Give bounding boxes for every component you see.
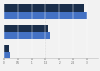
Bar bbox=[4, 32, 50, 39]
Bar bbox=[4, 25, 48, 32]
Bar bbox=[4, 12, 87, 19]
Bar bbox=[4, 45, 9, 52]
Bar bbox=[4, 52, 10, 60]
Bar bbox=[4, 4, 84, 12]
